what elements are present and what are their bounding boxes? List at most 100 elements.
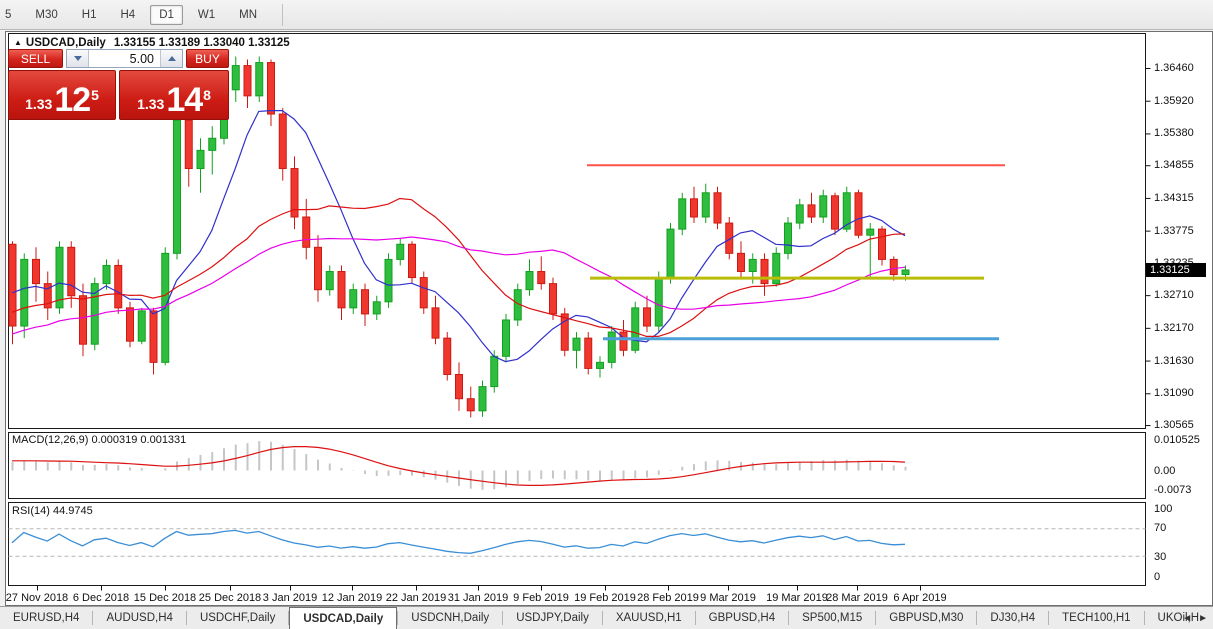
arrow-up-icon: [167, 56, 176, 61]
date-axis-label: 12 Jan 2019: [321, 592, 383, 604]
chart-tab-tech100-h1[interactable]: TECH100,H1: [1062, 612, 1131, 624]
date-axis-label: 19 Mar 2019: [766, 592, 828, 604]
bear-candle: [114, 264, 123, 309]
sell-price-pip: 5: [91, 87, 99, 103]
buy-price-prefix: 1.33: [137, 96, 165, 112]
bear-candle: [455, 373, 463, 400]
date-axis-label: 3 Jan 2019: [262, 592, 318, 604]
chart-tab-usdcad-daily[interactable]: USDCAD,Daily: [289, 607, 398, 629]
date-axis-label: 22 Jan 2019: [385, 592, 447, 604]
bull-candle: [173, 119, 181, 254]
chart-tab-ukoil-h[interactable]: UKOil,H: [1157, 612, 1200, 624]
bear-candle: [184, 119, 193, 170]
symbol-label: USDCAD,Daily: [25, 37, 106, 49]
bear-candle: [314, 246, 322, 291]
bear-candle: [713, 192, 722, 224]
bull-candle: [478, 386, 487, 412]
chart-tab-usdjpy-daily[interactable]: USDJPY,Daily: [516, 612, 589, 624]
buy-price-box[interactable]: 1.33 14 8: [119, 70, 229, 120]
bull-candle: [819, 195, 828, 218]
bull-candle: [372, 301, 381, 315]
price-axis-label: 1.35920: [1154, 94, 1194, 107]
rsi-axis-label: 70: [1154, 522, 1167, 534]
bear-candle: [831, 195, 839, 230]
chart-tab-xauusd-h1[interactable]: XAUUSD,H1: [615, 612, 682, 624]
bear-candle: [760, 258, 769, 285]
bear-candle: [243, 65, 252, 97]
bull-candle: [396, 243, 405, 260]
date-axis-label: 15 Dec 2018: [133, 592, 197, 604]
candles-layer: [8, 56, 910, 418]
collapse-arrow-icon[interactable]: ▲: [14, 38, 22, 47]
timeframe-button-5[interactable]: 5: [5, 8, 12, 21]
bear-candle: [549, 283, 557, 315]
timeframe-button-w1[interactable]: W1: [197, 8, 216, 21]
bear-candle: [537, 271, 546, 285]
chart-tab-gbpusd-m30[interactable]: GBPUSD,M30: [889, 612, 964, 624]
tab-separator: [1143, 611, 1145, 625]
bear-candle: [8, 243, 17, 327]
volume-decrease-button[interactable]: [67, 50, 89, 67]
tab-separator: [875, 611, 877, 625]
chart-tab-bar: EURUSD,H4 AUDUSD,H4 USDCHF,Daily USDCAD,Dai…: [0, 606, 1213, 629]
price-axis-label: 1.33775: [1154, 224, 1194, 237]
chart-tab-gbpusd-h4[interactable]: GBPUSD,H4: [708, 612, 776, 624]
volume-input[interactable]: 5.00: [89, 50, 160, 67]
chart-tab-sp500-m15[interactable]: SP500,M15: [802, 612, 863, 624]
chart-title: ▲ USDCAD,Daily 1.33155 1.33189 1.33040 1.3…: [14, 37, 290, 49]
chart-tab-usdcnh-daily[interactable]: USDCNH,Daily: [411, 612, 490, 624]
bear-candle: [126, 307, 134, 342]
tab-scroll-left-icon[interactable]: ◄: [1182, 613, 1193, 624]
timeframe-button-d1[interactable]: D1: [150, 4, 183, 25]
bear-candle: [337, 271, 346, 309]
bear-candle: [560, 313, 569, 351]
tab-separator: [502, 611, 504, 625]
date-axis-label: 28 Feb 2019: [637, 592, 699, 604]
timeframe-button-h1[interactable]: H1: [81, 8, 97, 21]
bear-candle: [584, 337, 593, 369]
tab-separator: [1048, 611, 1050, 625]
timeframe-button-mn[interactable]: MN: [239, 8, 258, 21]
bull-candle: [772, 252, 781, 285]
bull-candle: [654, 277, 663, 327]
chart-window-frame: [5, 31, 1213, 606]
chart-tab-dj30-h4[interactable]: DJ30,H4: [990, 612, 1036, 624]
chart-tab-eurusd-h4[interactable]: EURUSD,H4: [13, 612, 80, 624]
tab-separator: [288, 611, 290, 625]
price-axis-label: 1.34315: [1154, 191, 1194, 204]
bear-candle: [431, 307, 440, 339]
bear-candle: [419, 277, 428, 309]
macd-pane-border: [8, 432, 1146, 499]
sell-price-box[interactable]: 1.33 12 5: [8, 70, 116, 120]
timeframe-button-h4[interactable]: H4: [120, 8, 136, 21]
timeframe-toolbar: 5 M30 H1 H4 D1 W1 MN: [0, 0, 1213, 30]
bear-candle: [267, 62, 275, 115]
bear-candle: [67, 246, 76, 297]
date-axis-label: 28 Mar 2019: [826, 592, 888, 604]
chart-tab-usdchf-daily[interactable]: USDCHF,Daily: [199, 612, 276, 624]
bull-candle: [666, 228, 675, 279]
macd-indicator-label: MACD(12,26,9) 0.000319 0.001331: [12, 434, 187, 446]
macd-axis-label: -0.0073: [1154, 484, 1192, 496]
trade-panel-row: SELL 5.00 BUY: [8, 49, 229, 68]
bull-candle: [231, 65, 240, 91]
timeframe-button-m30[interactable]: M30: [35, 8, 58, 21]
volume-increase-button[interactable]: [160, 50, 182, 67]
bear-candle: [643, 307, 651, 327]
chart-tab-audusd-h4[interactable]: AUDUSD,H4: [106, 612, 173, 624]
bull-candle: [137, 310, 146, 342]
tab-separator: [976, 611, 978, 625]
bull-candle: [384, 258, 393, 303]
buy-button[interactable]: BUY: [186, 49, 229, 68]
rsi-axis-label: 0: [1154, 571, 1161, 583]
sell-price-prefix: 1.33: [25, 96, 53, 112]
bear-candle: [149, 310, 158, 363]
bull-candle: [55, 246, 64, 309]
tab-scroll-right-icon[interactable]: ►: [1198, 613, 1208, 624]
bear-candle: [619, 331, 628, 351]
slow-ma-line: [11, 236, 906, 335]
bull-candle: [901, 269, 910, 276]
sell-button[interactable]: SELL: [8, 49, 63, 68]
tab-separator: [397, 611, 399, 625]
bull-candle: [349, 289, 358, 309]
